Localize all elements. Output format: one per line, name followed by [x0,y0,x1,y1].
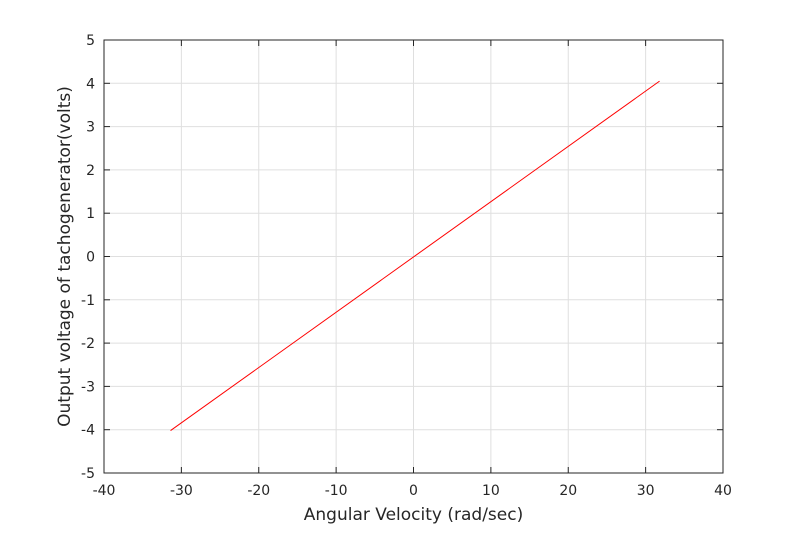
x-tick-label: -30 [170,483,193,499]
y-tick-label: -3 [81,379,95,395]
y-tick-label: 4 [86,76,95,92]
y-tick-label: -2 [81,336,95,352]
x-tick-label: 10 [482,483,500,499]
axis-ticks [103,39,724,474]
grid-lines [103,39,724,474]
y-tick-label: 1 [86,206,95,222]
x-axis-label: Angular Velocity (rad/sec) [304,505,523,525]
x-tick-label: 20 [559,483,577,499]
x-tick-label: 0 [409,483,418,499]
y-tick-label: -5 [81,466,95,482]
x-tick-label: 40 [714,483,732,499]
y-axis-label: Output voltage of tachogenerator(volts) [55,86,75,427]
y-tick-label: 3 [86,120,95,136]
y-tick-label: 0 [86,250,95,266]
y-tick-label: -4 [81,423,95,439]
y-tick-label: -1 [81,293,95,309]
y-tick-label: 5 [86,33,95,49]
series-group [170,80,660,431]
series-line [170,80,660,431]
y-tick-label: 2 [86,163,95,179]
x-tick-label: -20 [247,483,270,499]
x-tick-label: -10 [325,483,348,499]
x-tick-label: -40 [93,483,116,499]
x-tick-label: 30 [637,483,655,499]
